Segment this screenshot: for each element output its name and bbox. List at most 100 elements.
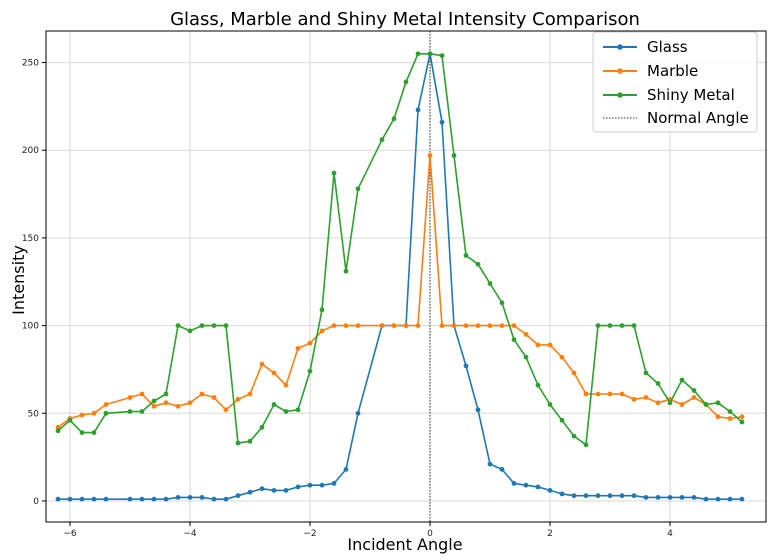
data-point-shiny-metal [103,410,109,416]
data-point-marble [619,391,625,397]
data-point-marble [655,400,661,406]
data-point-marble [475,323,481,328]
data-point-marble [487,323,493,328]
data-point-glass [715,496,721,502]
legend-marker-shiny-metal [617,92,623,98]
data-point-marble [247,391,253,397]
legend-item-normal-angle: Normal Angle [603,109,749,127]
data-point-glass [355,410,361,416]
data-point-shiny-metal [211,323,217,328]
data-point-glass [331,481,337,486]
data-point-marble [319,328,325,334]
data-point-glass [139,496,145,502]
data-point-glass [439,119,445,125]
tick-layer: −6 −4 −2 0 2 4 0 50 100 150 200 250 [22,59,673,539]
data-point-shiny-metal [223,323,229,328]
data-point-glass [667,495,673,500]
data-point-glass [643,495,649,500]
data-point-marble [403,323,409,328]
data-point-glass [547,488,553,493]
data-point-shiny-metal [91,430,97,435]
data-point-marble [199,391,205,397]
data-point-glass [703,496,709,502]
data-point-glass [463,363,469,369]
data-point-marble [511,323,517,328]
data-point-shiny-metal [271,402,277,407]
data-point-glass [679,495,685,500]
data-point-marble [79,412,85,418]
data-point-shiny-metal [331,170,337,176]
data-point-shiny-metal [523,354,529,360]
data-point-glass [259,486,265,492]
data-point-shiny-metal [163,391,169,397]
data-point-shiny-metal [307,368,313,374]
data-point-glass [607,493,613,499]
data-point-marble [559,354,565,360]
data-point-glass [691,495,697,500]
data-point-shiny-metal [487,281,493,286]
data-point-marble [163,400,169,406]
data-point-marble [451,323,457,328]
data-point-marble [535,342,541,348]
legend-label-marble: Marble [647,62,698,80]
x-tick-label: −4 [183,529,197,539]
data-point-shiny-metal [67,417,73,423]
series-glass [55,51,745,502]
data-point-shiny-metal [151,398,157,404]
data-point-glass [343,467,349,472]
data-point-glass [235,493,241,499]
data-point-marble [211,395,217,400]
data-point-marble [331,323,337,328]
data-point-marble [631,396,637,402]
data-point-marble [547,342,553,348]
data-point-glass [319,482,325,488]
plot-frame [45,30,767,523]
series-line-marble [57,154,743,428]
data-point-marble [391,323,397,328]
data-point-shiny-metal [403,79,409,85]
data-point-marble [679,402,685,407]
series-layer [55,51,745,502]
data-point-shiny-metal [415,51,421,57]
data-point-marble [739,414,745,420]
data-point-glass [559,491,565,497]
data-point-glass [67,496,73,502]
legend-item-shiny-metal: Shiny Metal [603,86,735,104]
y-tick-label: 250 [22,59,39,69]
data-point-marble [55,424,61,430]
data-point-marble [91,410,97,416]
data-point-glass [151,496,157,502]
data-point-glass [619,493,625,499]
data-point-glass [415,107,421,113]
y-tick-label: 50 [28,409,40,419]
data-point-glass [739,496,745,502]
legend-item-marble: Marble [603,62,698,80]
data-point-marble [283,382,289,388]
x-tick-label: 0 [427,529,433,539]
data-point-shiny-metal [187,328,193,334]
series-marble [55,153,745,430]
data-point-glass [487,461,493,467]
data-point-marble [463,323,469,328]
data-point-shiny-metal [439,53,445,58]
data-point-shiny-metal [235,440,241,446]
data-point-glass [175,495,181,500]
data-point-shiny-metal [667,400,673,406]
data-point-glass [127,496,133,502]
data-point-shiny-metal [607,323,613,328]
legend-marker-glass [617,44,623,50]
data-point-marble [103,402,109,407]
data-point-shiny-metal [463,253,469,258]
legend-label-shiny-metal: Shiny Metal [647,86,735,104]
data-point-shiny-metal [703,402,709,407]
x-tick-label: 2 [547,529,553,539]
data-point-marble [127,395,133,400]
data-point-marble [415,323,421,328]
data-point-glass [271,488,277,493]
data-point-shiny-metal [139,409,145,414]
data-point-marble [643,395,649,400]
data-point-shiny-metal [355,186,361,192]
legend: Glass Marble Shiny Metal Normal Angle [592,31,758,133]
y-tick-label: 150 [22,234,39,244]
